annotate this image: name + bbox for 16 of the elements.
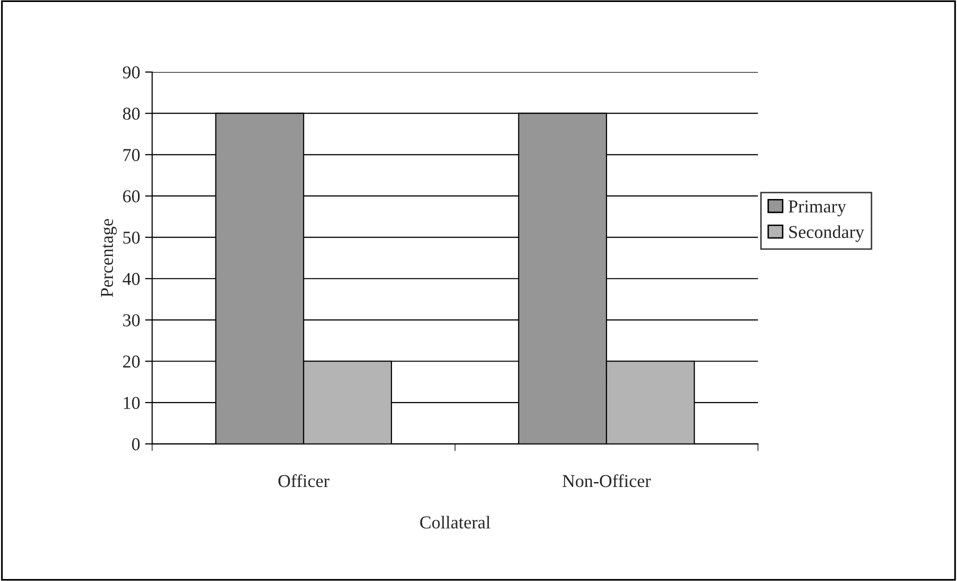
y-tick-label: 70 [123, 148, 140, 162]
legend-label: Secondary [789, 225, 864, 242]
x-tick-label: Officer [278, 474, 330, 488]
y-tick-label: 90 [122, 66, 140, 78]
x-tick-label: Non-Officer [562, 474, 651, 488]
y-tick-label: 20 [123, 356, 140, 368]
y-tick-label: 40 [122, 272, 140, 286]
y-tick-label: 50 [123, 232, 140, 244]
y-axis-title: Percentage [101, 218, 117, 298]
y-tick-label: 80 [122, 108, 140, 120]
y-tick-label: 10 [124, 396, 140, 410]
x-axis-title: Collateral [420, 516, 490, 529]
y-tick-label: 30 [123, 314, 140, 326]
legend-label: Primary [788, 200, 846, 216]
y-tick-label: 60 [123, 190, 140, 202]
y-tick-label: 0 [132, 438, 140, 450]
